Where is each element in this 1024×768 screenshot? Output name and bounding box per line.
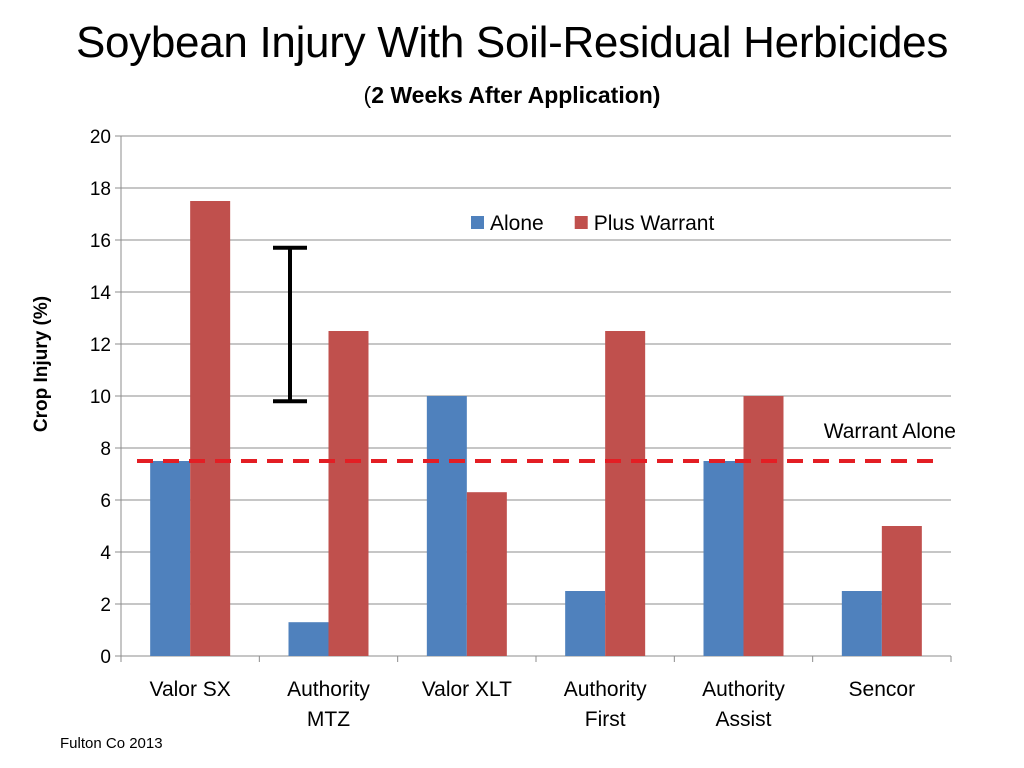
x-tick-label: Authority	[287, 678, 370, 701]
error-bar	[273, 245, 307, 404]
y-tick-label: 18	[90, 179, 111, 200]
bar	[703, 461, 744, 656]
bar	[190, 201, 231, 656]
bar	[328, 331, 369, 656]
reference-line-label: Warrant Alone	[824, 420, 956, 443]
x-tick-label: First	[585, 708, 626, 731]
x-tick-label: Valor XLT	[422, 678, 512, 701]
x-axis: Valor SX Authority MTZ Valor XLT Authority Fi…	[120, 655, 952, 731]
bar	[743, 396, 784, 656]
subtitle-paren: (	[363, 82, 372, 108]
legend-label: Plus Warrant	[594, 212, 715, 235]
chart-title: Soybean Injury With Soil-Residual Herbic…	[75, 18, 949, 67]
y-tick-label: 4	[100, 543, 111, 564]
x-tick-label: Valor SX	[150, 678, 231, 701]
y-tick-label: 6	[100, 491, 111, 512]
bar	[605, 331, 646, 656]
bar	[426, 396, 467, 656]
bar	[150, 461, 191, 656]
chart-subtitle: (2 Weeks After Application)	[0, 82, 1024, 109]
y-tick-label: 16	[90, 231, 111, 252]
legend-swatch	[471, 216, 484, 229]
legend-swatch	[574, 216, 588, 229]
x-tick-label: Sencor	[849, 678, 916, 701]
y-tick-label: 8	[100, 439, 111, 460]
y-tick-label: 20	[90, 127, 111, 148]
source-note: Fulton Co 2013	[60, 735, 163, 752]
y-axis-label: Crop Injury (%)	[31, 296, 52, 432]
legend-label: Alone	[490, 212, 544, 235]
gridlines	[121, 135, 951, 605]
bar	[841, 591, 882, 656]
reference-line: Warrant Alone	[137, 420, 956, 463]
y-tick-label: 2	[100, 595, 111, 616]
x-tick-label: MTZ	[307, 708, 350, 731]
bar	[881, 526, 922, 656]
x-tick-label: Assist	[715, 708, 771, 731]
bar	[288, 622, 329, 656]
bar	[565, 591, 606, 656]
y-tick-label: 10	[90, 387, 111, 408]
subtitle-bold: 2 Weeks After Application)	[371, 82, 661, 108]
x-tick-label: Authority	[702, 678, 785, 701]
y-tick-label: 0	[100, 647, 111, 668]
x-tick-label: Authority	[564, 678, 647, 701]
bar	[466, 492, 507, 656]
legend: Alone Plus Warrant	[471, 212, 714, 235]
y-axis: 0 2 4 6 8 10 12 14 16 18 20	[90, 127, 122, 668]
y-tick-label: 12	[90, 335, 111, 356]
y-tick-label: 14	[90, 283, 112, 304]
bars	[150, 201, 922, 656]
